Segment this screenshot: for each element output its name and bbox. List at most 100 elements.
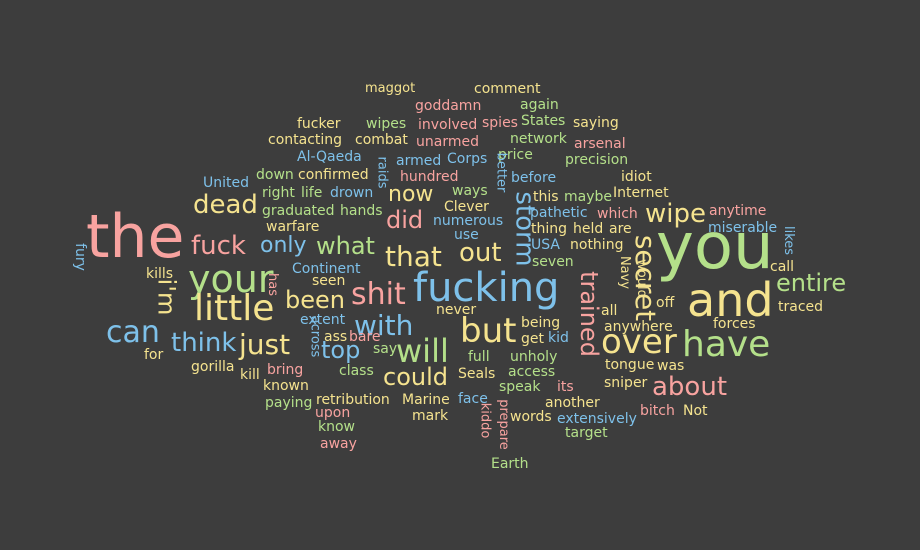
word: miserable [708, 220, 778, 236]
word: United [203, 175, 249, 191]
word: kill [240, 367, 260, 383]
word: unholy [510, 349, 558, 365]
word: Navy [617, 255, 633, 290]
word: the [86, 202, 185, 272]
word: what [316, 232, 375, 260]
word: saying [573, 115, 619, 131]
word: arsenal [574, 136, 626, 152]
word: down [256, 167, 294, 183]
word: USA [531, 237, 560, 253]
word: graduated [262, 203, 335, 219]
word: drown [330, 185, 374, 201]
word: idiot [621, 169, 652, 185]
word: wipe [645, 199, 706, 229]
word: seen [312, 273, 346, 289]
word: contacting [268, 132, 343, 148]
word: armed [396, 153, 442, 169]
word: which [597, 206, 638, 222]
word: thing [531, 221, 568, 237]
word: all [601, 303, 618, 319]
word: with [354, 309, 414, 342]
word: over [601, 322, 677, 362]
word: before [511, 170, 557, 186]
word: across [307, 315, 323, 358]
word: pathetic [530, 205, 588, 221]
word: know [318, 419, 355, 435]
word: about [652, 372, 728, 402]
word: forces [713, 316, 756, 332]
word: will [396, 332, 449, 370]
word: raids [374, 156, 390, 189]
word: class [339, 363, 374, 379]
word: call [770, 259, 795, 275]
word: away [320, 436, 357, 452]
word: precision [565, 152, 629, 168]
word: upon [315, 405, 351, 421]
word: ways [452, 183, 488, 199]
word: been [285, 286, 345, 314]
word: you [656, 210, 774, 284]
word: speak [499, 379, 541, 395]
word: can [106, 315, 160, 350]
word: warfare [266, 219, 320, 235]
word: extensively [557, 411, 637, 427]
word: paying [265, 395, 313, 411]
word: confirmed [298, 167, 369, 183]
word: likes [781, 225, 797, 256]
word: that [385, 240, 442, 273]
word: fuck [191, 231, 246, 261]
word: access [508, 364, 556, 380]
word: full [468, 349, 490, 365]
word: but [460, 311, 517, 351]
word: Not [683, 403, 708, 419]
word: bring [267, 362, 304, 378]
word: never [436, 302, 477, 318]
word: Corps [447, 151, 488, 167]
word: Al-Qaeda [297, 149, 362, 165]
word: target [565, 425, 608, 441]
word: did [386, 206, 424, 234]
word: wipes [366, 116, 407, 132]
word: nothing [570, 237, 624, 253]
word: anytime [709, 203, 767, 219]
word: little [194, 288, 275, 329]
word: has [264, 273, 280, 296]
word: anywhere [604, 319, 673, 335]
word: ass [324, 329, 348, 345]
word: involved [418, 117, 478, 133]
word: out [459, 238, 502, 268]
word: States [521, 113, 566, 129]
word: would [633, 259, 649, 298]
word: numerous [433, 213, 504, 229]
word: again [520, 97, 559, 113]
word: fucking [413, 265, 560, 311]
word: bare [349, 329, 381, 345]
word: kills [146, 266, 174, 282]
word: goddamn [415, 98, 482, 114]
word: hands [340, 203, 383, 219]
word: for [144, 347, 164, 363]
word: unarmed [416, 134, 479, 150]
word: Seals [458, 366, 496, 382]
word: prepare [495, 399, 511, 450]
word: held [573, 221, 604, 237]
word: are [609, 221, 632, 237]
word: words [510, 409, 552, 425]
word: retribution [316, 392, 390, 408]
word: shit [351, 277, 406, 312]
word: was [657, 358, 685, 374]
word: kid [548, 330, 569, 346]
word: this [533, 189, 559, 205]
word: Earth [491, 456, 529, 472]
word: top [321, 336, 361, 364]
word: gorilla [191, 359, 235, 375]
word: network [510, 131, 567, 147]
word: mark [412, 408, 449, 424]
word: better [493, 152, 509, 193]
word: entire [776, 269, 847, 297]
word: have [682, 324, 771, 365]
word: being [521, 315, 561, 331]
word: hundred [400, 169, 459, 185]
word: use [454, 227, 479, 243]
